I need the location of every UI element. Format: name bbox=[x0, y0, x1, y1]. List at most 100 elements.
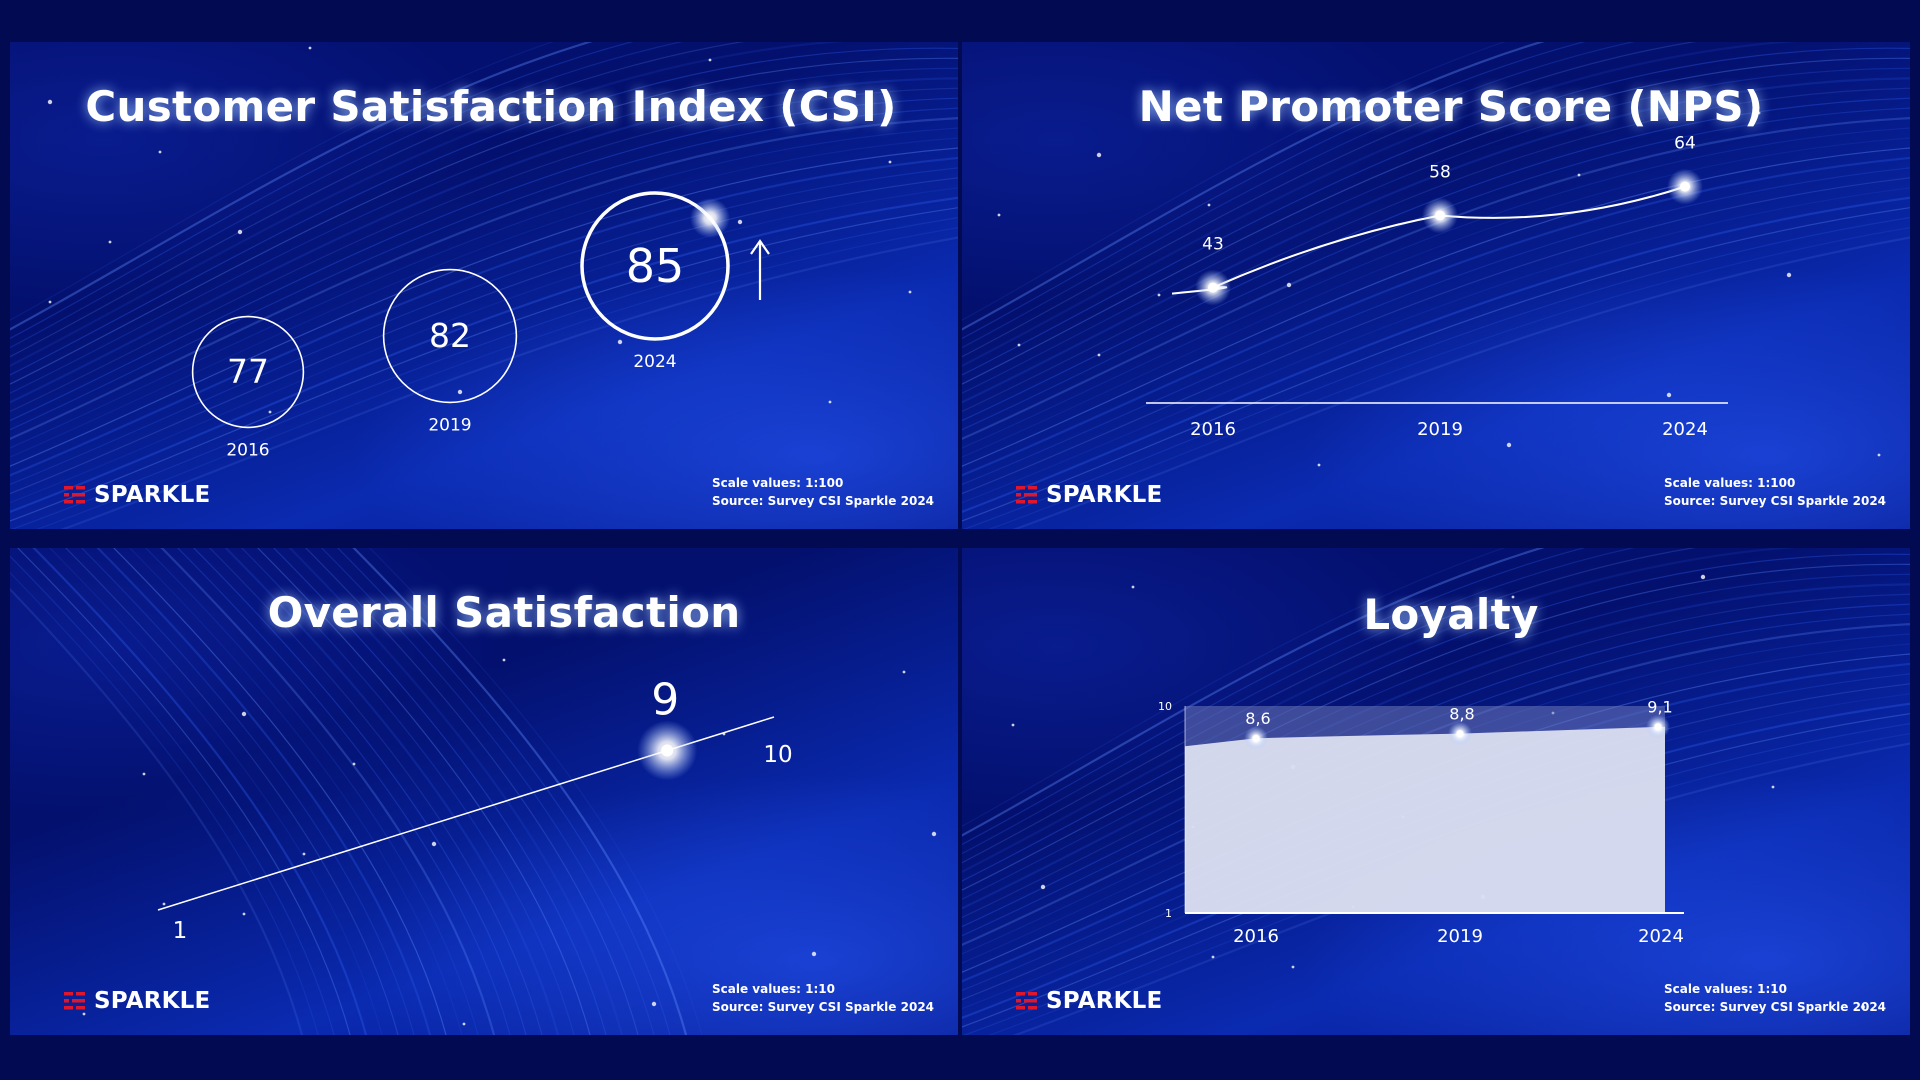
star-dot bbox=[1096, 152, 1102, 158]
nps-data-point bbox=[1208, 282, 1218, 293]
streak-line bbox=[177, 548, 511, 1035]
panel-title: Loyalty bbox=[1363, 590, 1539, 639]
star-dot bbox=[302, 852, 306, 856]
star-dot bbox=[1131, 585, 1135, 589]
star-dot bbox=[457, 389, 463, 395]
star-dot bbox=[737, 219, 743, 225]
streak-line bbox=[49, 548, 383, 1035]
nps-value-label: 43 bbox=[1202, 235, 1224, 255]
loyalty-year-label: 2024 bbox=[1638, 926, 1684, 947]
streak-line bbox=[962, 147, 1910, 467]
star-dot bbox=[1157, 293, 1161, 297]
streak-line bbox=[10, 587, 304, 1035]
streak-line bbox=[962, 137, 1910, 458]
nps-value-label: 64 bbox=[1674, 134, 1696, 154]
value-label: 9 bbox=[651, 674, 679, 725]
background-light-streaks bbox=[10, 548, 937, 1035]
y-tick-label: 1 bbox=[1165, 907, 1172, 920]
arrow-up-icon bbox=[750, 239, 770, 300]
star-dot bbox=[902, 670, 906, 674]
star-dot bbox=[708, 58, 712, 62]
streak-line bbox=[10, 47, 958, 376]
star-dot bbox=[1786, 272, 1792, 278]
sparkle-logo-icon bbox=[1016, 992, 1037, 1010]
nps-data-point bbox=[1680, 181, 1690, 192]
streak-line bbox=[160, 548, 496, 1035]
streak-line bbox=[10, 117, 958, 441]
sparkle-logo: SPARKLE bbox=[1016, 988, 1162, 1014]
streak-line bbox=[962, 548, 1506, 827]
csi-bubble-ring bbox=[382, 268, 518, 404]
streak-line bbox=[962, 42, 1697, 358]
streak-line bbox=[962, 207, 1910, 522]
streak-line bbox=[962, 67, 1910, 394]
streak-line bbox=[241, 548, 575, 1035]
star-dot bbox=[651, 1001, 657, 1007]
streak-line bbox=[10, 156, 958, 477]
sparkle-logo-icon bbox=[1016, 486, 1037, 504]
nps-year-label: 2024 bbox=[1662, 419, 1708, 440]
star-dot bbox=[1511, 595, 1515, 599]
streak-line bbox=[10, 207, 958, 522]
scale-note: Scale values: 1:10 bbox=[1664, 982, 1787, 996]
streak-line bbox=[962, 42, 1506, 321]
streak-line bbox=[963, 217, 1910, 529]
streak-line bbox=[10, 571, 319, 1035]
star-dot bbox=[48, 300, 52, 304]
streak-line bbox=[962, 117, 1910, 441]
loyalty-year-label: 2016 bbox=[1233, 926, 1279, 947]
nps-line-chart: 43 2016 58 2019 64 2024 bbox=[1146, 134, 1728, 440]
background-light-streaks bbox=[10, 42, 958, 529]
csi-bubble-2016: 77 2016 bbox=[191, 315, 305, 460]
streak-line bbox=[962, 107, 1910, 431]
loyalty-data-point bbox=[1654, 723, 1662, 731]
streak-line bbox=[10, 147, 958, 467]
star-dot bbox=[997, 213, 1001, 217]
sparkle-logo-icon bbox=[64, 486, 85, 504]
streak-line bbox=[10, 42, 745, 358]
streak-line bbox=[962, 548, 1697, 864]
streak-line bbox=[962, 127, 1910, 449]
streak-line bbox=[10, 187, 958, 504]
value-point bbox=[661, 744, 674, 757]
arrow-up-head bbox=[750, 239, 770, 255]
streak-line bbox=[962, 57, 1910, 385]
streak-line bbox=[65, 548, 399, 1035]
logo-wordmark: SPARKLE bbox=[1046, 988, 1163, 1014]
streak-line bbox=[962, 42, 1586, 340]
star-dot bbox=[1757, 111, 1761, 115]
streak-line bbox=[962, 156, 1910, 477]
footnote: Scale values: 1:100 Source: Survey CSI S… bbox=[712, 474, 934, 510]
loyalty-value-label: 8,6 bbox=[1245, 709, 1270, 728]
star-dot bbox=[1877, 453, 1881, 457]
streak-line bbox=[96, 548, 432, 1035]
logo-wordmark: SPARKLE bbox=[1046, 482, 1163, 508]
streak-line bbox=[10, 77, 958, 404]
streak-line bbox=[962, 177, 1910, 495]
streak-line bbox=[10, 42, 683, 349]
panel-title: Overall Satisfaction bbox=[267, 588, 741, 637]
sparkle-logo: SPARKLE bbox=[64, 988, 210, 1014]
star-dot bbox=[1207, 203, 1211, 207]
streak-line bbox=[10, 42, 845, 368]
source-note: Source: Survey CSI Sparkle 2024 bbox=[712, 494, 935, 508]
star-dot bbox=[1011, 723, 1015, 727]
star-dot bbox=[1700, 574, 1706, 580]
star-dot bbox=[162, 902, 166, 906]
nps-year-label: 2019 bbox=[1417, 419, 1463, 440]
loyalty-data-point bbox=[1456, 730, 1464, 738]
star-dot bbox=[47, 99, 53, 105]
panel-title: Customer Satisfaction Index (CSI) bbox=[85, 82, 897, 131]
streak-line bbox=[10, 127, 958, 449]
streak-line bbox=[17, 548, 351, 1035]
streak-line bbox=[962, 563, 1910, 891]
streak-line bbox=[962, 583, 1910, 910]
scale-min-label: 1 bbox=[173, 918, 188, 944]
star-dot bbox=[1286, 282, 1292, 288]
streak-line bbox=[10, 42, 554, 321]
csi-bubble-2019: 82 2019 bbox=[382, 268, 518, 435]
star-dot bbox=[1291, 965, 1295, 969]
star-dot bbox=[308, 46, 312, 50]
streak-line bbox=[352, 548, 688, 1035]
star-dot bbox=[462, 1022, 466, 1026]
